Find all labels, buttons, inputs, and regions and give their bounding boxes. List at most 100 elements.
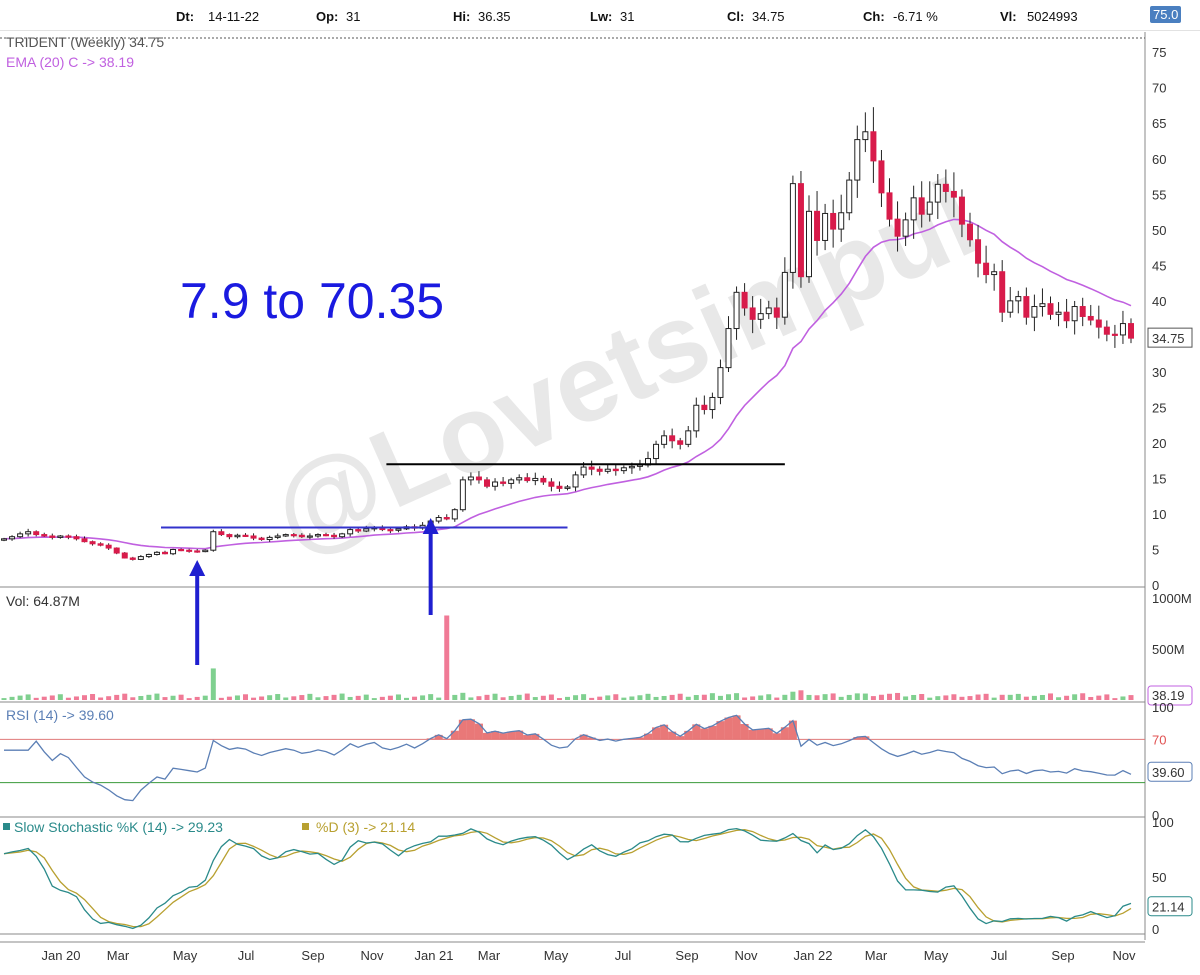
rsi-value-label: 39.60 [1152, 765, 1185, 780]
volume-bar [653, 696, 659, 700]
candle-body [137, 556, 144, 560]
volume-bar [1056, 697, 1062, 700]
candle [331, 532, 338, 539]
candle-body [669, 435, 676, 442]
candle [1039, 288, 1046, 317]
rsi-overbought-fill [426, 715, 870, 740]
volume-bar [57, 694, 63, 700]
volume-bar [194, 696, 200, 700]
change-value: -6.71 % [893, 9, 938, 24]
volume-bar [798, 690, 804, 700]
volume-bar [1023, 696, 1029, 700]
candle [451, 508, 458, 522]
price-tick-label: 25 [1152, 400, 1166, 415]
stoch-value-box [1147, 896, 1193, 917]
candle [870, 107, 877, 183]
candle-body [532, 477, 539, 482]
candle-body [612, 468, 619, 472]
candle-body [556, 485, 563, 489]
candle-body [749, 307, 756, 320]
ema-legend: EMA (20) C -> 38.19 [6, 54, 134, 70]
candle-body [250, 535, 257, 539]
candle [540, 475, 547, 485]
candle-body [41, 534, 48, 537]
volume-bar [122, 693, 128, 700]
candle [242, 533, 249, 537]
x-tick-label: Mar [865, 948, 888, 963]
volume-bar [387, 695, 393, 700]
candle [306, 533, 313, 540]
candle-body [822, 212, 829, 241]
candle-body [814, 210, 821, 241]
high-label: Hi: [453, 9, 471, 24]
volume-bar [790, 691, 796, 700]
candle-body [314, 534, 321, 537]
candle-body [564, 486, 571, 489]
price-tick-label: 45 [1152, 258, 1166, 273]
volume-bar [154, 693, 160, 700]
candle-body [918, 197, 925, 215]
volume-bar [822, 694, 828, 700]
price-marker-tag: 75.0 [1150, 6, 1182, 23]
candle-body [395, 528, 402, 531]
chart-title: TRIDENT (Weekly) 34.75 [6, 34, 164, 50]
candle [218, 529, 225, 536]
candle [443, 514, 450, 521]
candle [41, 532, 48, 537]
candle-body [33, 531, 40, 536]
candle [81, 536, 88, 543]
volume-bar [919, 694, 925, 700]
x-tick-label: Nov [734, 948, 758, 963]
candle-body [363, 528, 370, 532]
candle-body [902, 219, 909, 237]
volume-bar [870, 696, 876, 700]
candle [508, 477, 515, 489]
volume-bar [1, 698, 7, 700]
candle-body [693, 404, 700, 432]
stoch-k-line [3, 827, 1132, 930]
candle [57, 535, 64, 539]
candle-body [1, 538, 7, 541]
watermark-text: @Lovetsimpul [255, 156, 995, 576]
candle-body [387, 529, 394, 532]
volume-bar [468, 697, 474, 700]
volume-bar [709, 693, 715, 700]
candle-body [202, 549, 209, 553]
candle [298, 533, 305, 539]
candle [572, 471, 579, 492]
price-tick-label: 65 [1152, 116, 1166, 131]
candle-body [274, 535, 281, 538]
volume-bar [983, 693, 989, 700]
candle-body [580, 466, 587, 476]
stoch-tick-label: 50 [1152, 870, 1166, 885]
candle [902, 212, 909, 246]
candle-body [1119, 323, 1126, 336]
volume-bar [1007, 694, 1013, 700]
candle-body [508, 479, 515, 484]
stoch-tick-label: 100 [1152, 815, 1174, 830]
candle [596, 466, 603, 476]
candle-body [653, 443, 660, 460]
volume-bar [323, 696, 329, 700]
candle-body [806, 210, 812, 278]
price-tick-label: 30 [1152, 365, 1166, 380]
candle [17, 531, 24, 539]
candle-body [540, 477, 547, 483]
volume-bar [1096, 695, 1102, 700]
volume-bar [774, 697, 780, 700]
volume-bar [33, 697, 39, 700]
candle [250, 533, 257, 541]
volume-bar [878, 694, 884, 700]
candle-body [234, 534, 241, 538]
volume-bar [685, 696, 691, 700]
price-tick-label: 60 [1152, 152, 1166, 167]
candle [588, 460, 595, 476]
candle-body [878, 160, 885, 194]
volume-bar [178, 694, 184, 700]
candle [701, 395, 708, 415]
volume-bar [991, 697, 997, 700]
candle [741, 283, 748, 316]
candle-body [620, 467, 627, 472]
candle [975, 224, 982, 278]
candle-body [1128, 323, 1134, 339]
